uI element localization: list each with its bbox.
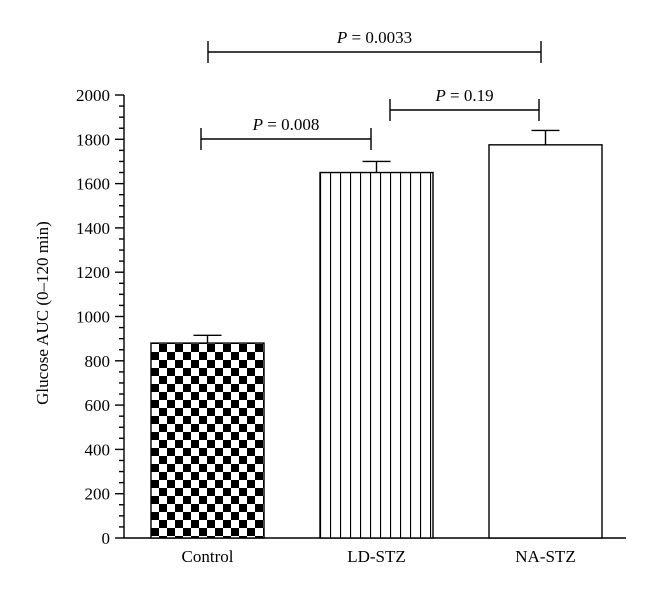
bracket-ld-stz-vs-na-stz: P = 0.19 (389, 86, 540, 121)
bar-ld-stz (319, 171, 434, 539)
x-tick-label: NA-STZ (515, 547, 575, 566)
y-tick-label: 800 (85, 352, 111, 371)
p-value-label: P = 0.19 (434, 86, 493, 105)
x-tick-label: Control (182, 547, 234, 566)
y-tick-label: 2000 (76, 86, 110, 105)
y-tick-label: 1000 (76, 308, 110, 327)
p-value-label: P = 0.008 (252, 115, 320, 134)
significance-brackets: P = 0.008 P = 0.19 P = 0.0033 (200, 28, 542, 150)
bars: Control LD-STZ NA-STZ (150, 144, 603, 566)
y-tick-label: 1400 (76, 219, 110, 238)
y-tick-label: 400 (85, 440, 111, 459)
bracket-control-vs-ld-stz: P = 0.008 (200, 115, 372, 150)
y-axis-label: Glucose AUC (0–120 min) (33, 221, 52, 405)
error-bars (193, 129, 560, 344)
y-tick-label: 600 (85, 396, 111, 415)
p-value-label: P = 0.0033 (336, 28, 412, 47)
bar-control (150, 342, 265, 539)
x-tick-label: LD-STZ (347, 547, 406, 566)
bar-na-stz (488, 144, 603, 539)
y-tick-label: 0 (102, 529, 111, 548)
y-tick-label: 1800 (76, 130, 110, 149)
bracket-control-vs-na-stz: P = 0.0033 (207, 28, 542, 63)
y-tick-label: 1200 (76, 263, 110, 282)
y-tick-label: 1600 (76, 175, 110, 194)
y-tick-label: 200 (85, 485, 111, 504)
